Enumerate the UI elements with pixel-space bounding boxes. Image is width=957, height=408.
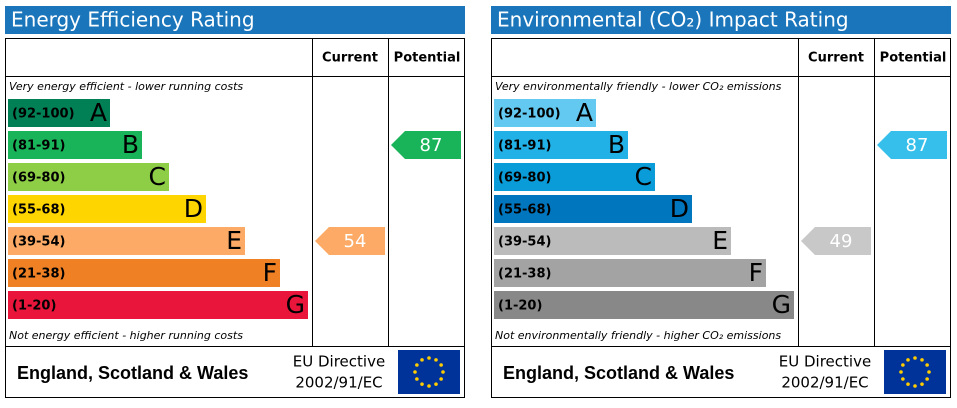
band-bar: [8, 163, 169, 191]
eu-star: [913, 356, 917, 360]
directive: EU Directive: [779, 353, 871, 371]
frame: [5, 38, 465, 398]
rating-value: 49: [830, 231, 853, 252]
band-letter: B: [122, 130, 139, 159]
band-letter: G: [772, 290, 791, 319]
band-letter: E: [712, 226, 728, 255]
column-header: Potential: [394, 51, 461, 66]
band-letter: A: [90, 98, 107, 127]
band-range: (21-38): [498, 267, 551, 282]
rating-value: 54: [344, 231, 367, 252]
band-range: (39-54): [498, 235, 551, 250]
band-range: (1-20): [12, 299, 56, 314]
eu-star: [920, 358, 924, 362]
eu-star: [901, 363, 905, 367]
column-header: Current: [808, 51, 864, 66]
title-bar: [5, 6, 465, 34]
band-range: (69-80): [12, 171, 65, 186]
band-range: (92-100): [12, 107, 75, 122]
band-range: (81-91): [498, 139, 551, 154]
band-bar: [494, 227, 731, 255]
panel-title: Energy Efficiency Rating: [11, 8, 255, 32]
rating-value: 87: [906, 135, 929, 156]
eu-star: [913, 384, 917, 388]
band-letter: D: [670, 194, 689, 223]
eu-star: [413, 370, 417, 374]
eu-star: [439, 363, 443, 367]
panel: Energy Efficiency Rating Current Potential…: [5, 6, 465, 398]
eu-star: [925, 377, 929, 381]
eu-star: [434, 358, 438, 362]
top-note: Very energy efficient - lower running co…: [9, 80, 243, 93]
rating-arrow: [801, 227, 871, 255]
footer-region: England, Scotland & Wales: [503, 363, 734, 383]
rating-arrow: [877, 131, 947, 159]
directive: 2002/91/EC: [295, 374, 382, 392]
band-letter: A: [576, 98, 593, 127]
band-bar: [8, 99, 110, 127]
footer-region: England, Scotland & Wales: [17, 363, 248, 383]
eu-star: [427, 384, 431, 388]
band-bar: [494, 291, 794, 319]
title-bar: [491, 6, 951, 34]
band-bar: [494, 259, 766, 287]
eu-star: [925, 363, 929, 367]
bottom-note: Not environmentally friendly - higher CO…: [495, 329, 781, 342]
bottom-note: Not energy efficient - higher running co…: [9, 329, 243, 342]
band-bar: [494, 195, 692, 223]
eu-star: [415, 363, 419, 367]
band-letter: F: [749, 258, 763, 287]
rating-arrow: [315, 227, 385, 255]
band-letter: C: [635, 162, 652, 191]
eu-star: [439, 377, 443, 381]
directive: EU Directive: [293, 353, 385, 371]
band-bar: [8, 227, 245, 255]
panel-title: Environmental (CO₂) Impact Rating: [497, 8, 849, 32]
band-range: (55-68): [12, 203, 65, 218]
eu-star: [901, 377, 905, 381]
band-letter: E: [226, 226, 242, 255]
band-range: (21-38): [12, 267, 65, 282]
column-header: Potential: [880, 51, 947, 66]
eu-star: [420, 382, 424, 386]
band-range: (69-80): [498, 171, 551, 186]
eu-star: [927, 370, 931, 374]
band-letter: F: [263, 258, 277, 287]
band-range: (39-54): [12, 235, 65, 250]
band-letter: B: [608, 130, 625, 159]
eu-star: [420, 358, 424, 362]
band-bar: [494, 131, 628, 159]
directive: 2002/91/EC: [781, 374, 868, 392]
eu-star: [415, 377, 419, 381]
band-bar: [8, 131, 142, 159]
band-range: (55-68): [498, 203, 551, 218]
top-note: Very environmentally friendly - lower CO…: [495, 80, 782, 93]
eu-star: [920, 382, 924, 386]
rating-value: 87: [420, 135, 443, 156]
eu-star: [899, 370, 903, 374]
eu-star: [427, 356, 431, 360]
band-bar: [8, 195, 206, 223]
rating-arrow: [391, 131, 461, 159]
column-header: Current: [322, 51, 378, 66]
panel: Environmental (CO₂) Impact Rating Current…: [491, 6, 951, 398]
band-letter: D: [184, 194, 203, 223]
eu-star: [434, 382, 438, 386]
eu-star: [906, 382, 910, 386]
eu-star: [906, 358, 910, 362]
band-bar: [8, 291, 308, 319]
eu-star: [441, 370, 445, 374]
band-bar: [494, 163, 655, 191]
frame: [491, 38, 951, 398]
band-bar: [494, 99, 596, 127]
band-letter: C: [149, 162, 166, 191]
band-bar: [8, 259, 280, 287]
band-range: (1-20): [498, 299, 542, 314]
band-range: (81-91): [12, 139, 65, 154]
band-letter: G: [286, 290, 305, 319]
band-range: (92-100): [498, 107, 561, 122]
